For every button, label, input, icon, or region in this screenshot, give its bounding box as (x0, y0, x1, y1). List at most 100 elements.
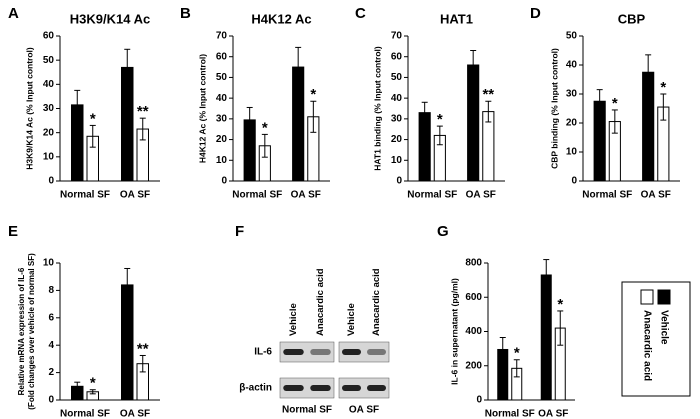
lane-label: Anacardic acid (371, 268, 382, 336)
y-tick-label: 20 (43, 127, 55, 138)
y-tick-label: 600 (465, 292, 482, 303)
y-tick-label: 10 (566, 147, 578, 158)
y-axis-label: CBP binding (% Input control) (549, 48, 559, 169)
group-label: OA SF (349, 405, 379, 416)
y-tick-label: 20 (391, 134, 403, 145)
y-tick-label: 40 (216, 93, 228, 104)
y-tick-label: 0 (476, 395, 482, 406)
chart-title: H4K12 Ac (251, 11, 311, 26)
y-tick-label: 70 (391, 31, 403, 42)
significance: * (262, 119, 268, 136)
y-tick-label: 30 (391, 113, 403, 124)
y-tick-label: 4 (48, 340, 54, 351)
y-tick-label: 30 (566, 89, 578, 100)
y-tick-label: 10 (216, 155, 228, 166)
blot-band (310, 349, 331, 355)
panel-letter: A (8, 5, 19, 22)
significance: * (612, 95, 618, 112)
y-axis-label: Relative mRNA expression of IL-6 (17, 267, 26, 395)
significance: * (514, 345, 520, 362)
y-axis-label: HAT1 binding (% Input control) (372, 46, 382, 171)
x-tick-label: OA SF (291, 190, 321, 201)
significance: * (90, 375, 96, 392)
y-tick-label: 50 (566, 31, 578, 42)
significance: * (310, 86, 316, 103)
y-tick-label: 8 (48, 285, 54, 296)
legend-label: Anacardic acid (641, 310, 652, 381)
y-tick-label: 20 (216, 134, 228, 145)
significance: * (437, 111, 443, 128)
y-axis-label: H4K12 Ac (% Input control) (197, 54, 207, 163)
x-tick-label: Normal SF (60, 190, 110, 201)
blot-band (310, 385, 331, 391)
x-tick-label: OA SF (538, 409, 568, 419)
y-tick-label: 30 (43, 103, 55, 114)
significance: ** (137, 103, 149, 120)
y-tick-label: 0 (48, 395, 54, 406)
y-tick-label: 400 (465, 326, 482, 337)
y-tick-label: 0 (48, 176, 54, 187)
significance: * (557, 296, 563, 313)
y-axis-label: (Fold changes over vehicle of normal SF) (27, 253, 36, 410)
legend-swatch (640, 289, 654, 305)
panel-letter: B (180, 5, 191, 22)
y-tick-label: 0 (221, 176, 227, 187)
y-tick-label: 10 (43, 151, 55, 162)
lane-label: Vehicle (288, 303, 299, 336)
y-tick-label: 50 (391, 72, 403, 83)
panel-letter: C (355, 5, 366, 22)
significance: ** (482, 86, 494, 103)
lane-label: Anacardic acid (315, 268, 326, 336)
significance: * (660, 79, 666, 96)
blot-strip (338, 341, 390, 363)
panel-letter: E (8, 223, 18, 240)
y-tick-label: 40 (566, 60, 578, 71)
y-tick-label: 60 (391, 51, 403, 62)
significance: * (90, 110, 96, 127)
chart-title: H3K9/K14 Ac (70, 11, 150, 26)
y-tick-label: 0 (571, 176, 577, 187)
y-tick-label: 40 (43, 79, 55, 90)
y-tick-label: 70 (216, 31, 228, 42)
chart-title: HAT1 (440, 11, 473, 26)
blot-band (342, 385, 361, 391)
y-tick-label: 30 (216, 113, 228, 124)
group-label: Normal SF (282, 405, 332, 416)
y-tick-label: 50 (216, 72, 228, 83)
bar (121, 284, 134, 401)
y-tick-label: 2 (48, 367, 54, 378)
y-tick-label: 60 (43, 31, 55, 42)
lane-label: Vehicle (346, 303, 357, 336)
panel-letter: G (437, 223, 449, 240)
panel-letter: D (530, 5, 541, 22)
row-label: β-actin (239, 383, 272, 394)
blot-strip (279, 341, 335, 363)
blot-strip (279, 377, 335, 399)
x-tick-label: OA SF (641, 190, 671, 201)
chart-title: CBP (618, 11, 646, 26)
legend-swatch (657, 289, 671, 305)
y-tick-label: 200 (465, 360, 482, 371)
y-tick-label: 6 (48, 312, 54, 323)
bar (467, 64, 480, 182)
row-label: IL-6 (254, 347, 272, 358)
x-tick-label: Normal SF (407, 190, 457, 201)
legend-label: Vehicle (658, 310, 669, 345)
blot-strip (338, 377, 390, 399)
y-tick-label: 20 (566, 118, 578, 129)
x-tick-label: Normal SF (60, 409, 110, 419)
x-tick-label: OA SF (120, 190, 150, 201)
y-tick-label: 800 (465, 258, 482, 269)
blot-band (342, 349, 361, 355)
x-tick-label: Normal SF (232, 190, 282, 201)
y-tick-label: 60 (216, 51, 228, 62)
blot-band (367, 349, 386, 355)
y-axis-label: H3K9/K14 Ac (% Input control) (24, 47, 34, 170)
y-tick-label: 40 (391, 93, 403, 104)
bar (540, 274, 552, 401)
y-tick-label: 10 (43, 258, 55, 269)
blot-band (283, 349, 304, 355)
panel-letter: F (235, 223, 244, 240)
x-tick-label: Normal SF (582, 190, 632, 201)
